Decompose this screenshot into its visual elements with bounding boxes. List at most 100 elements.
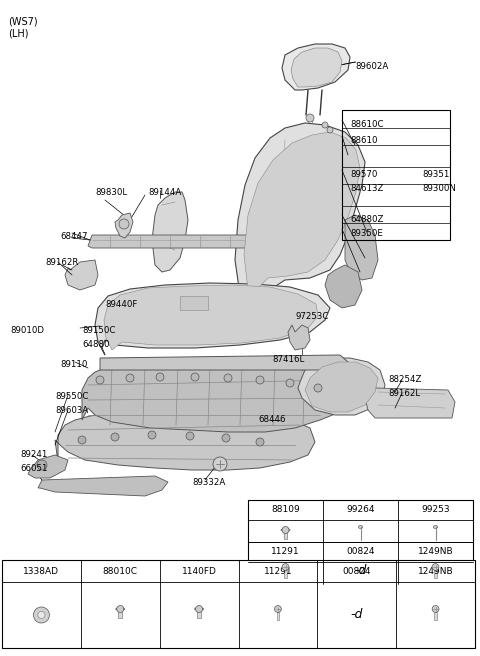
- Text: 89010D: 89010D: [10, 326, 44, 335]
- Circle shape: [148, 431, 156, 439]
- Text: 89550C: 89550C: [55, 392, 88, 401]
- Polygon shape: [65, 260, 98, 290]
- Text: 89350E: 89350E: [350, 229, 383, 238]
- Bar: [180, 296, 208, 310]
- Text: 64880Z: 64880Z: [350, 215, 384, 224]
- Text: 89830L: 89830L: [95, 188, 127, 197]
- Text: 87416L: 87416L: [272, 355, 304, 364]
- Text: 68447: 68447: [60, 232, 87, 241]
- Polygon shape: [366, 388, 455, 418]
- Circle shape: [256, 438, 264, 446]
- Ellipse shape: [194, 607, 204, 611]
- Circle shape: [126, 374, 134, 382]
- Circle shape: [286, 379, 294, 387]
- Bar: [197, 609, 201, 618]
- Bar: [284, 571, 287, 578]
- Ellipse shape: [359, 525, 362, 529]
- Circle shape: [282, 527, 289, 533]
- Text: -d: -d: [350, 609, 363, 621]
- Bar: [434, 571, 437, 578]
- Circle shape: [117, 605, 124, 613]
- Circle shape: [34, 607, 49, 623]
- Text: 1249NB: 1249NB: [418, 567, 454, 575]
- Circle shape: [322, 122, 328, 128]
- Ellipse shape: [116, 607, 125, 611]
- Circle shape: [195, 605, 203, 613]
- Circle shape: [156, 373, 164, 381]
- Text: 11291: 11291: [271, 548, 300, 556]
- Text: (LH): (LH): [8, 28, 28, 38]
- Circle shape: [224, 374, 232, 382]
- Polygon shape: [115, 213, 133, 238]
- Text: 99253: 99253: [421, 506, 450, 514]
- Text: 89162R: 89162R: [45, 258, 78, 267]
- Bar: [434, 613, 437, 620]
- Text: -d: -d: [354, 565, 367, 577]
- Text: 88010C: 88010C: [103, 567, 138, 575]
- Text: 89110: 89110: [60, 360, 87, 369]
- Text: 1338AD: 1338AD: [24, 567, 60, 575]
- Circle shape: [96, 376, 104, 384]
- Polygon shape: [38, 476, 168, 496]
- Circle shape: [282, 564, 289, 571]
- Circle shape: [37, 460, 47, 470]
- Circle shape: [191, 373, 199, 381]
- Polygon shape: [152, 192, 188, 272]
- Polygon shape: [298, 358, 385, 415]
- Bar: [284, 530, 288, 539]
- Polygon shape: [104, 285, 318, 350]
- Text: 84613Z: 84613Z: [350, 184, 384, 193]
- Circle shape: [213, 457, 227, 471]
- Circle shape: [119, 219, 129, 229]
- Text: 89241: 89241: [20, 450, 48, 459]
- Polygon shape: [88, 235, 252, 248]
- Text: 89351: 89351: [422, 170, 449, 179]
- Text: 89144A: 89144A: [148, 188, 181, 197]
- Polygon shape: [325, 265, 362, 308]
- Text: 99264: 99264: [346, 506, 375, 514]
- Text: 88610: 88610: [350, 136, 377, 145]
- Circle shape: [275, 605, 281, 613]
- Text: 89162L: 89162L: [388, 389, 420, 398]
- Text: (WS7): (WS7): [8, 16, 37, 26]
- Polygon shape: [55, 410, 315, 470]
- Polygon shape: [82, 360, 348, 432]
- Circle shape: [111, 433, 119, 441]
- Polygon shape: [244, 132, 360, 310]
- Text: 1140FD: 1140FD: [181, 567, 216, 575]
- Text: 11291: 11291: [264, 567, 292, 575]
- Text: 97253C: 97253C: [295, 312, 328, 321]
- Polygon shape: [305, 362, 378, 412]
- Ellipse shape: [281, 529, 290, 531]
- Text: 89602A: 89602A: [355, 62, 388, 71]
- Polygon shape: [100, 355, 348, 370]
- Polygon shape: [345, 215, 378, 280]
- Text: 88610C: 88610C: [350, 120, 384, 129]
- Text: 64880: 64880: [82, 340, 109, 349]
- Text: 89150C: 89150C: [82, 326, 115, 335]
- Text: 89570: 89570: [350, 170, 377, 179]
- Text: 89440F: 89440F: [105, 300, 137, 309]
- Bar: [2, 560, 475, 648]
- Text: 00824: 00824: [343, 567, 371, 575]
- Circle shape: [432, 564, 439, 571]
- Circle shape: [327, 127, 333, 133]
- Circle shape: [78, 436, 86, 444]
- Circle shape: [222, 434, 230, 442]
- Polygon shape: [95, 283, 330, 355]
- Text: 66051: 66051: [20, 464, 48, 473]
- Text: 89603A: 89603A: [55, 406, 88, 415]
- Ellipse shape: [433, 525, 438, 529]
- Bar: [342, 110, 450, 240]
- Bar: [276, 613, 279, 620]
- Text: 89332A: 89332A: [192, 478, 225, 487]
- Circle shape: [256, 376, 264, 384]
- Bar: [119, 609, 122, 618]
- Polygon shape: [235, 123, 365, 315]
- Circle shape: [306, 114, 314, 122]
- Circle shape: [186, 432, 194, 440]
- Circle shape: [432, 605, 439, 613]
- Polygon shape: [28, 455, 68, 478]
- Text: 88254Z: 88254Z: [388, 375, 421, 384]
- Text: 68446: 68446: [258, 415, 286, 424]
